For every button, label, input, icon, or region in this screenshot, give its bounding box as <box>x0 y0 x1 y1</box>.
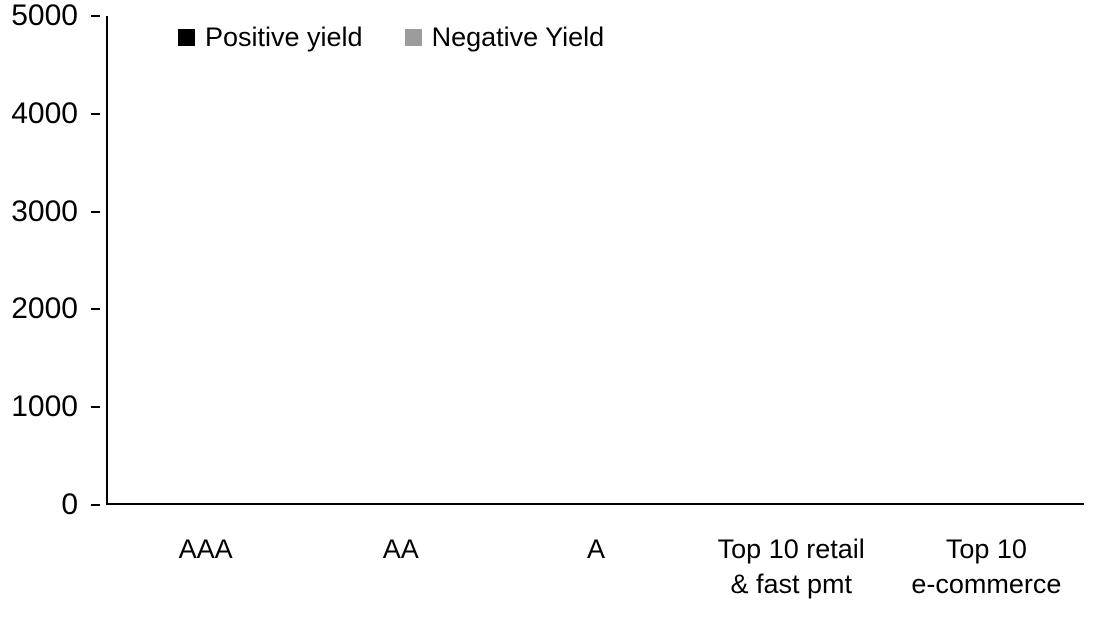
y-tick-label: 5000 <box>11 0 78 32</box>
y-tick-label: 4000 <box>11 96 78 130</box>
bar-slot <box>108 16 303 503</box>
positive-yield-swatch-icon <box>178 29 195 46</box>
y-tick-label: 2000 <box>11 292 78 326</box>
bar-slot <box>303 16 498 503</box>
legend-item-negative: Negative Yield <box>404 22 605 53</box>
y-tick-mark <box>91 210 100 213</box>
bar-slot <box>498 16 693 503</box>
x-axis-label: AAA <box>178 534 233 564</box>
y-tick-mark <box>91 406 100 409</box>
plot-area <box>106 16 1084 505</box>
y-tick-mark <box>91 15 100 17</box>
y-tick-label: 1000 <box>11 390 78 424</box>
y-tick-mark <box>91 112 100 115</box>
x-axis-label: AA <box>382 534 419 564</box>
y-axis: 0 1000 2000 3000 4000 5000 <box>0 0 100 521</box>
legend-item-positive: Positive yield <box>178 22 363 53</box>
bar-slot <box>889 16 1084 503</box>
legend-label-positive: Positive yield <box>205 22 363 52</box>
y-tick-mark <box>91 308 100 311</box>
bars-container <box>108 16 1084 503</box>
x-axis-labels: AAA AA A Top 10 retail & fast pmt Top 10 e-c… <box>108 518 1084 618</box>
y-tick-label: 0 <box>61 488 78 521</box>
legend-label-negative: Negative Yield <box>431 22 605 52</box>
x-axis-label: Top 10 e-commerce <box>911 534 1062 600</box>
legend: Positive yield Negative Yield <box>178 22 604 53</box>
x-axis-label: A <box>587 534 606 564</box>
y-tick-mark <box>91 504 100 506</box>
negative-yield-swatch-icon <box>404 29 422 46</box>
y-tick-label: 3000 <box>11 194 78 228</box>
x-axis-label: Top 10 retail & fast pmt <box>717 534 865 600</box>
y-axis-line <box>106 16 108 505</box>
bar-slot <box>694 16 889 503</box>
